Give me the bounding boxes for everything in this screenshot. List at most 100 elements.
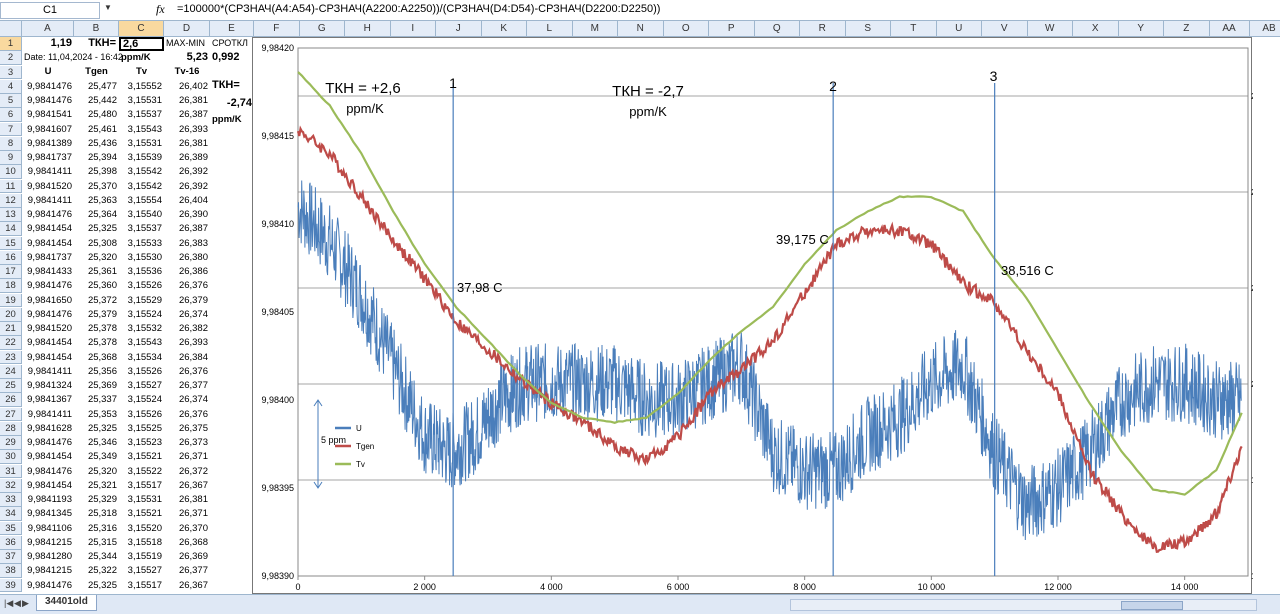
sheet-tab-active[interactable]: 34401old: [36, 595, 97, 611]
name-box[interactable]: C1: [0, 2, 100, 19]
cell-tv-16[interactable]: 26,392: [164, 165, 210, 179]
cell-u[interactable]: 9,9841476: [22, 80, 74, 94]
row-header-15[interactable]: 15: [0, 237, 22, 251]
first-sheet-icon[interactable]: |◀: [4, 598, 13, 609]
cell-tgen[interactable]: 25,398: [74, 165, 119, 179]
cell-u[interactable]: 9,9841433: [22, 265, 74, 279]
column-header-i[interactable]: I: [391, 21, 437, 36]
unit-tkn[interactable]: ppm/K: [210, 113, 254, 127]
row-header-17[interactable]: 17: [0, 265, 22, 279]
cell-u[interactable]: 9,9841280: [22, 550, 74, 564]
cell-tgen[interactable]: 25,370: [74, 180, 119, 194]
cell-tv[interactable]: 3,15537: [119, 222, 164, 236]
header-u[interactable]: U: [22, 65, 74, 79]
cell-tv-16[interactable]: 26,376: [164, 365, 210, 379]
row-header-26[interactable]: 26: [0, 393, 22, 407]
cell-tgen[interactable]: 25,325: [74, 222, 119, 236]
cell-tv[interactable]: 3,15552: [119, 80, 164, 94]
column-header-l[interactable]: L: [527, 21, 573, 36]
cell-tv[interactable]: 3,15526: [119, 408, 164, 422]
row-header-11[interactable]: 11: [0, 180, 22, 194]
cell-tgen[interactable]: 25,363: [74, 194, 119, 208]
row-header-28[interactable]: 28: [0, 422, 22, 436]
cell-tv-16[interactable]: 26,390: [164, 208, 210, 222]
cell-tv-16[interactable]: 26,371: [164, 450, 210, 464]
column-header-b[interactable]: B: [74, 21, 119, 36]
cell-tv-16[interactable]: 26,377: [164, 564, 210, 578]
cell-tv[interactable]: 3,15542: [119, 165, 164, 179]
cell-tgen[interactable]: 25,356: [74, 365, 119, 379]
column-header-o[interactable]: O: [664, 21, 710, 36]
header-tv-16[interactable]: Tv-16: [164, 65, 210, 79]
cell-u[interactable]: 9,9841454: [22, 351, 74, 365]
cell-tgen[interactable]: 25,346: [74, 436, 119, 450]
cell-tv-16[interactable]: 26,381: [164, 137, 210, 151]
cell-u[interactable]: 9,9841411: [22, 194, 74, 208]
cell-u[interactable]: 9,9841476: [22, 279, 74, 293]
column-header-ab[interactable]: AB: [1250, 21, 1280, 36]
column-header-c[interactable]: C: [119, 21, 164, 36]
cell-u[interactable]: 9,9841520: [22, 180, 74, 194]
cell-tv[interactable]: 3,15531: [119, 493, 164, 507]
column-header-h[interactable]: H: [345, 21, 391, 36]
cell-tv-16[interactable]: 26,381: [164, 493, 210, 507]
cell-tv-16[interactable]: 26,392: [164, 180, 210, 194]
cell-tgen[interactable]: 25,316: [74, 522, 119, 536]
cell-tv-16[interactable]: 26,375: [164, 422, 210, 436]
cell-tv[interactable]: 3,15527: [119, 564, 164, 578]
row-header-4[interactable]: 4: [0, 80, 22, 94]
cell-u[interactable]: 9,9841389: [22, 137, 74, 151]
cell-tv[interactable]: 3,15526: [119, 279, 164, 293]
cell-u[interactable]: 9,9841520: [22, 322, 74, 336]
cell-tgen[interactable]: 25,325: [74, 422, 119, 436]
cell-u[interactable]: 9,9841476: [22, 208, 74, 222]
cell-tv[interactable]: 3,15517: [119, 579, 164, 593]
cell-tv[interactable]: 3,15527: [119, 379, 164, 393]
cell-tv[interactable]: 3,15524: [119, 308, 164, 322]
cell-tv[interactable]: 3,15530: [119, 251, 164, 265]
cell-u[interactable]: 9,9841737: [22, 251, 74, 265]
cell-tv[interactable]: 3,15520: [119, 522, 164, 536]
cell-u[interactable]: 9,9841454: [22, 237, 74, 251]
cell-tv[interactable]: 3,15533: [119, 237, 164, 251]
cell-tv-16[interactable]: 26,383: [164, 237, 210, 251]
row-header-13[interactable]: 13: [0, 208, 22, 222]
cell-tv-16[interactable]: 26,389: [164, 151, 210, 165]
row-header-20[interactable]: 20: [0, 308, 22, 322]
cell-a1[interactable]: 1,19: [22, 37, 74, 51]
cell-tv-16[interactable]: 26,387: [164, 222, 210, 236]
column-header-k[interactable]: K: [482, 21, 528, 36]
cell-u[interactable]: 9,9841411: [22, 408, 74, 422]
row-header-34[interactable]: 34: [0, 507, 22, 521]
cell-tgen[interactable]: 25,360: [74, 279, 119, 293]
row-header-12[interactable]: 12: [0, 194, 22, 208]
column-header-t[interactable]: T: [891, 21, 937, 36]
cell-tv-16[interactable]: 26,371: [164, 507, 210, 521]
cell-tv-16[interactable]: 26,384: [164, 351, 210, 365]
cell-tv-16[interactable]: 26,369: [164, 550, 210, 564]
row-header-30[interactable]: 30: [0, 450, 22, 464]
cell-u[interactable]: 9,9841476: [22, 465, 74, 479]
cell-tv[interactable]: 3,15531: [119, 94, 164, 108]
cell-tgen[interactable]: 25,318: [74, 507, 119, 521]
cell-tv-16[interactable]: 26,376: [164, 279, 210, 293]
cell-u[interactable]: 9,9841454: [22, 222, 74, 236]
column-header-q[interactable]: Q: [755, 21, 801, 36]
cell-u[interactable]: 9,9841476: [22, 579, 74, 593]
cell-c1-active[interactable]: 2,6: [119, 37, 164, 51]
cell-tv[interactable]: 3,15518: [119, 536, 164, 550]
cell-u[interactable]: 9,9841411: [22, 365, 74, 379]
cell-tv-16[interactable]: 26,374: [164, 393, 210, 407]
cell-e1[interactable]: СРОТКЛ: [210, 37, 254, 51]
row-header-16[interactable]: 16: [0, 251, 22, 265]
cell-tv[interactable]: 3,15537: [119, 108, 164, 122]
column-header-v[interactable]: V: [982, 21, 1028, 36]
cell-tgen[interactable]: 25,369: [74, 379, 119, 393]
column-header-e[interactable]: E: [210, 21, 254, 36]
cell-a2[interactable]: Date: 11,04,2024 - 16:42: [22, 51, 122, 65]
horizontal-scrollbar[interactable]: [790, 599, 1257, 611]
cell-u[interactable]: 9,9841324: [22, 379, 74, 393]
cell-tgen[interactable]: 25,308: [74, 237, 119, 251]
cell-tv[interactable]: 3,15542: [119, 180, 164, 194]
row-header-7[interactable]: 7: [0, 123, 22, 137]
